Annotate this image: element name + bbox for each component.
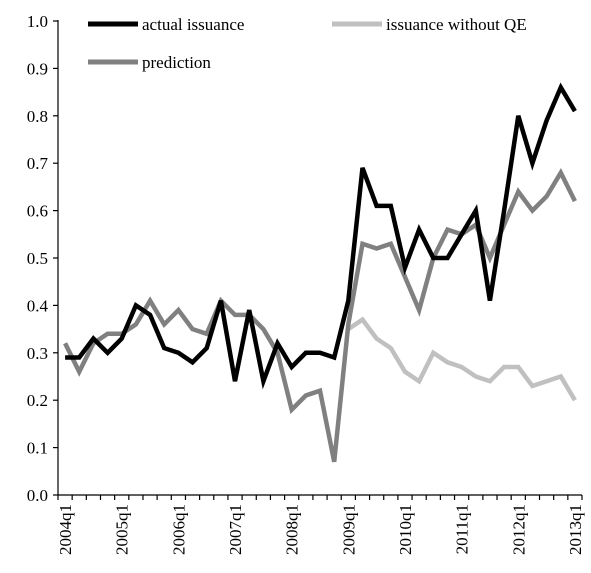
y-tick-label: 0.4 [27,296,49,315]
x-tick-label: 2012q1 [509,504,528,555]
y-tick-label: 0.3 [27,344,48,363]
y-tick-label: 0.0 [27,486,48,505]
y-tick-label: 0.1 [27,439,48,458]
series-line-prediction [63,168,577,463]
x-tick-label: 2009q1 [339,504,358,555]
chart-axes: 0.0 0.1 0.2 0.3 0.4 0.5 0.6 0.7 0.8 0.9 1.0 2004q1 2… [27,12,585,555]
x-tick-label: 2005q1 [113,504,132,555]
series-line-actual-issuance [65,82,577,390]
chart-series-layer [63,82,577,463]
y-tick-label: 0.7 [27,154,49,173]
y-tick-label: 0.2 [27,391,48,410]
x-tick-label: 2008q1 [283,504,302,555]
y-tick-label: 1.0 [27,12,48,31]
x-tick-label: 2011q1 [453,504,472,554]
legend-label-actual-issuance: actual issuance [142,15,244,34]
x-tick-label: 2010q1 [396,504,415,555]
legend-label-prediction: prediction [142,53,211,72]
x-tick-label: 2006q1 [169,504,188,555]
y-tick-label: 0.5 [27,249,48,268]
legend-label-issuance-without-qe: issuance without QE [386,15,527,34]
x-tick-label: 2013q1 [566,504,585,555]
y-tick-label: 0.6 [27,202,48,221]
chart-legend: actual issuance issuance without QE predic… [88,15,527,72]
y-tick-label: 0.8 [27,107,48,126]
y-tick-label: 0.9 [27,59,48,78]
x-tick-label: 2007q1 [226,504,245,555]
x-tick-label: 2004q1 [56,504,75,555]
series-line-issuance-without-qe [347,316,577,402]
